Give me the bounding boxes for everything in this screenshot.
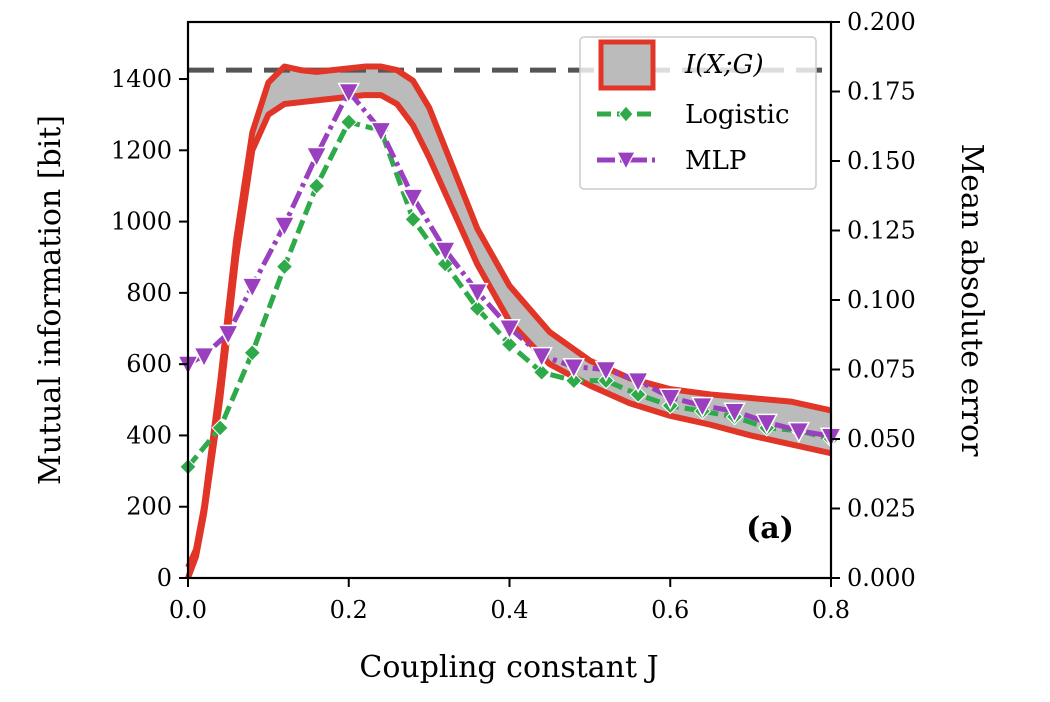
data-point-logistic [500, 335, 519, 354]
y-right-tick-label: 0.175 [847, 78, 916, 106]
y-right-tick-label: 0.100 [847, 286, 916, 314]
data-point-mlp [691, 396, 714, 419]
data-point-mlp [241, 277, 264, 299]
x-tick-label: 0.8 [812, 596, 850, 624]
data-point-logistic [468, 299, 487, 318]
data-point-logistic [275, 257, 294, 276]
data-point-mlp [498, 319, 521, 341]
data-point-mlp [755, 413, 778, 435]
x-tick-label: 0.6 [651, 596, 689, 624]
data-point-logistic [211, 419, 229, 437]
panel-label: (a) [746, 511, 794, 546]
y-left-tick-label: 200 [126, 493, 172, 521]
y-right-tick-label: 0.200 [847, 8, 916, 36]
y-left-tick-label: 0 [157, 564, 172, 592]
y-right-tick-label: 0.150 [847, 147, 916, 175]
data-point-mlp [305, 146, 328, 169]
legend-label-band: I(X;G) [684, 50, 764, 80]
series-line-mlp [186, 86, 832, 439]
legend-label-mlp: MLP [685, 146, 746, 176]
y-axis-label-left: Mutual information [bit] [33, 115, 68, 485]
legend-marker-mlp [616, 151, 636, 171]
plot-area [176, 63, 843, 580]
y-right-tick-label: 0.075 [847, 356, 916, 384]
y-right-tick-label: 0.125 [847, 217, 916, 245]
y-left-tick-label: 1000 [111, 208, 172, 236]
y-left-tick-label: 600 [126, 350, 172, 378]
data-point-mlp [530, 346, 553, 369]
data-point-mlp [659, 388, 682, 410]
data-point-mlp [594, 360, 618, 383]
data-point-logistic [565, 371, 583, 390]
data-point-logistic [629, 385, 647, 404]
data-point-mlp [273, 216, 296, 238]
legend-band-swatch [598, 39, 656, 91]
x-tick-label: 0.4 [490, 596, 528, 624]
axes: 0.0 0.2 0.4 0.6 0.8 0 200 400 600 800 1000 1200 1400… [111, 8, 916, 624]
y-right-tick-label: 0.025 [847, 495, 916, 523]
legend-label-logistic: Logistic [685, 100, 790, 130]
data-point-mlp [562, 357, 586, 380]
y-right-tick-label: 0.000 [847, 564, 916, 592]
data-point-mlp [723, 402, 746, 424]
y-axis-label-right: Mean absolute error [954, 144, 989, 458]
data-point-logistic [404, 210, 422, 229]
data-point-mlp [369, 121, 393, 144]
data-point-logistic [243, 344, 262, 362]
legend: I(X;G) Logistic MLP [579, 36, 817, 190]
data-point-mlp [626, 371, 650, 394]
data-point-logistic [307, 177, 326, 195]
y-right-tick-label: 0.050 [847, 425, 916, 453]
x-axis-label: Coupling constant J [359, 650, 658, 685]
data-point-mlp [192, 346, 216, 369]
data-point-mlp [401, 188, 425, 210]
data-point-mlp [466, 282, 489, 305]
y-left-tick-label: 400 [126, 421, 172, 449]
y-left-tick-label: 1200 [111, 136, 172, 164]
data-point-logistic [532, 363, 551, 381]
data-point-mlp [433, 241, 457, 263]
data-point-mlp [337, 82, 360, 105]
x-tick-label: 0.0 [169, 596, 207, 624]
legend-marker-logistic [618, 105, 634, 123]
data-point-mlp [787, 421, 811, 444]
data-point-mlp [216, 324, 240, 346]
data-point-logistic [340, 113, 358, 131]
data-point-logistic [436, 255, 454, 273]
y-left-tick-label: 1400 [111, 65, 172, 93]
band-lower-edge [185, 92, 832, 580]
x-tick-label: 0.2 [330, 596, 368, 624]
y-left-tick-label: 800 [126, 279, 172, 307]
